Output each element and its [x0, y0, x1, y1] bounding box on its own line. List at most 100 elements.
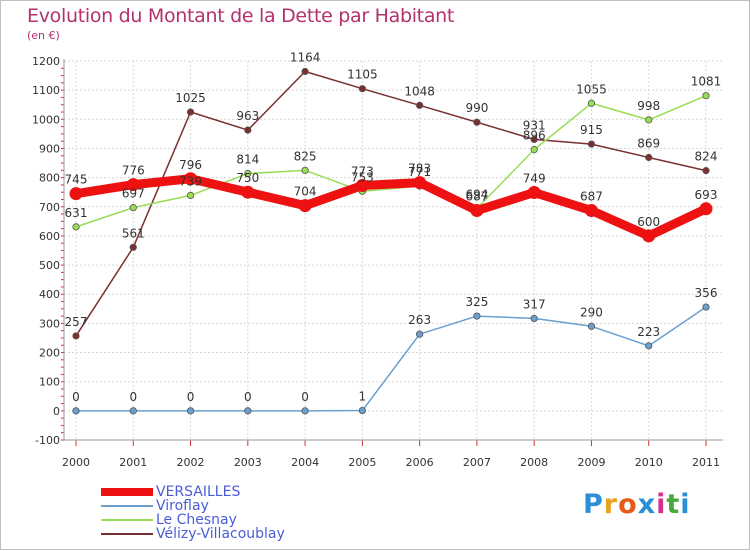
- logo-letter: o: [618, 489, 638, 520]
- data-label-versailles: 749: [523, 171, 546, 185]
- data-label-le-chesnay: 697: [122, 187, 145, 201]
- series-line-viroflay: [75, 306, 707, 412]
- data-label-viroflay: 0: [244, 390, 252, 404]
- data-label-velizy: 824: [695, 150, 718, 164]
- y-tick-label: 100: [39, 376, 60, 389]
- data-label-versailles: 773: [351, 164, 374, 178]
- data-point-le-chesnay: [244, 169, 252, 178]
- data-point-velizy: [244, 126, 252, 134]
- data-label-viroflay: 356: [695, 286, 718, 300]
- data-point-viroflay: [530, 314, 538, 323]
- data-point-velizy: [301, 67, 309, 76]
- data-point-velizy: [416, 101, 424, 109]
- y-tick-label: 600: [39, 230, 60, 243]
- data-label-versailles: 796: [179, 158, 202, 172]
- data-label-le-chesnay: 1081: [691, 75, 722, 89]
- data-label-le-chesnay: 739: [179, 174, 202, 188]
- data-point-velizy: [530, 135, 538, 144]
- x-tick-label: 2009: [577, 456, 605, 469]
- data-label-viroflay: 223: [637, 325, 660, 339]
- data-point-viroflay: [702, 303, 710, 311]
- series-line-velizy: [75, 70, 707, 337]
- data-label-versailles: 687: [580, 190, 603, 204]
- y-tick-label: 0: [53, 405, 60, 418]
- legend-swatch-le-chesnay: [101, 519, 153, 521]
- legend-label-viroflay: Viroflay: [156, 498, 209, 514]
- data-point-versailles: [355, 178, 369, 192]
- y-tick-label: 700: [39, 201, 60, 214]
- data-point-viroflay: [186, 407, 195, 415]
- data-point-velizy: [473, 118, 481, 126]
- data-label-viroflay: 290: [580, 305, 603, 319]
- logo-letter: x: [637, 489, 657, 520]
- data-point-versailles: [527, 185, 541, 199]
- legend-label-versailles: VERSAILLES: [156, 484, 241, 500]
- legend-swatch-viroflay: [101, 505, 153, 507]
- data-label-le-chesnay: 1055: [576, 82, 607, 96]
- data-point-viroflay: [645, 342, 653, 350]
- data-point-viroflay: [416, 330, 424, 338]
- data-label-le-chesnay: 814: [236, 153, 259, 167]
- data-label-viroflay: 263: [408, 313, 431, 327]
- data-point-velizy: [702, 167, 710, 175]
- data-label-viroflay: 0: [301, 390, 309, 404]
- data-point-velizy: [645, 153, 653, 162]
- data-point-viroflay: [244, 407, 252, 415]
- data-point-le-chesnay: [301, 166, 309, 174]
- data-point-le-chesnay: [72, 223, 80, 231]
- data-label-le-chesnay: 753: [351, 170, 374, 184]
- logo-letter: i: [680, 489, 691, 520]
- data-point-versailles: [699, 202, 713, 216]
- data-label-viroflay: 325: [465, 295, 488, 309]
- data-point-versailles: [298, 199, 312, 213]
- data-label-velizy: 561: [122, 226, 145, 240]
- data-point-velizy: [129, 243, 137, 251]
- y-tick-label: 1000: [32, 113, 60, 126]
- data-point-versailles: [126, 178, 140, 192]
- plot-area: [64, 59, 723, 440]
- legend-swatch-versailles: [101, 488, 153, 496]
- data-label-velizy: 1048: [404, 84, 435, 98]
- data-label-versailles: 783: [408, 162, 431, 176]
- data-label-velizy: 257: [65, 315, 88, 329]
- data-label-le-chesnay: 631: [65, 206, 88, 220]
- data-label-versailles: 693: [695, 188, 718, 202]
- data-label-versailles: 745: [65, 173, 88, 187]
- data-label-viroflay: 0: [129, 390, 137, 404]
- y-tick-label: 1100: [32, 84, 60, 97]
- y-tick-label: -100: [35, 434, 60, 447]
- data-point-versailles: [241, 185, 255, 199]
- y-tick-label: 1200: [32, 55, 60, 68]
- data-label-versailles: 776: [122, 164, 145, 178]
- data-point-velizy: [587, 140, 596, 148]
- data-label-le-chesnay: 771: [408, 165, 431, 179]
- y-tick-label: 900: [39, 142, 60, 155]
- data-label-velizy: 963: [236, 109, 259, 123]
- data-point-versailles: [184, 172, 198, 186]
- data-point-velizy: [186, 108, 195, 116]
- x-tick-label: 2010: [635, 456, 663, 469]
- data-point-versailles: [413, 176, 427, 190]
- logo-letter: r: [603, 489, 619, 520]
- data-point-velizy: [358, 85, 366, 93]
- data-label-velizy: 931: [523, 118, 546, 132]
- logo-letter: i: [656, 489, 667, 520]
- data-label-velizy: 1025: [175, 91, 206, 105]
- x-tick-label: 2006: [406, 456, 434, 469]
- data-label-versailles: 750: [236, 171, 259, 185]
- data-label-le-chesnay: 694: [465, 188, 488, 202]
- series-line-le-chesnay: [75, 94, 707, 228]
- x-tick-label: 2001: [119, 456, 147, 469]
- data-point-viroflay: [301, 407, 309, 415]
- y-tick-label: 200: [39, 347, 60, 360]
- chart-title: Evolution du Montant de la Dette par Hab…: [27, 5, 455, 27]
- data-label-le-chesnay: 998: [637, 99, 660, 113]
- x-tick-label: 2007: [463, 456, 491, 469]
- series-line-versailles: [71, 174, 711, 241]
- data-label-velizy: 1105: [347, 68, 378, 82]
- data-point-viroflay: [473, 312, 481, 320]
- data-label-velizy: 990: [465, 101, 488, 115]
- logo-letter: t: [666, 489, 681, 520]
- y-tick-label: 500: [39, 259, 60, 272]
